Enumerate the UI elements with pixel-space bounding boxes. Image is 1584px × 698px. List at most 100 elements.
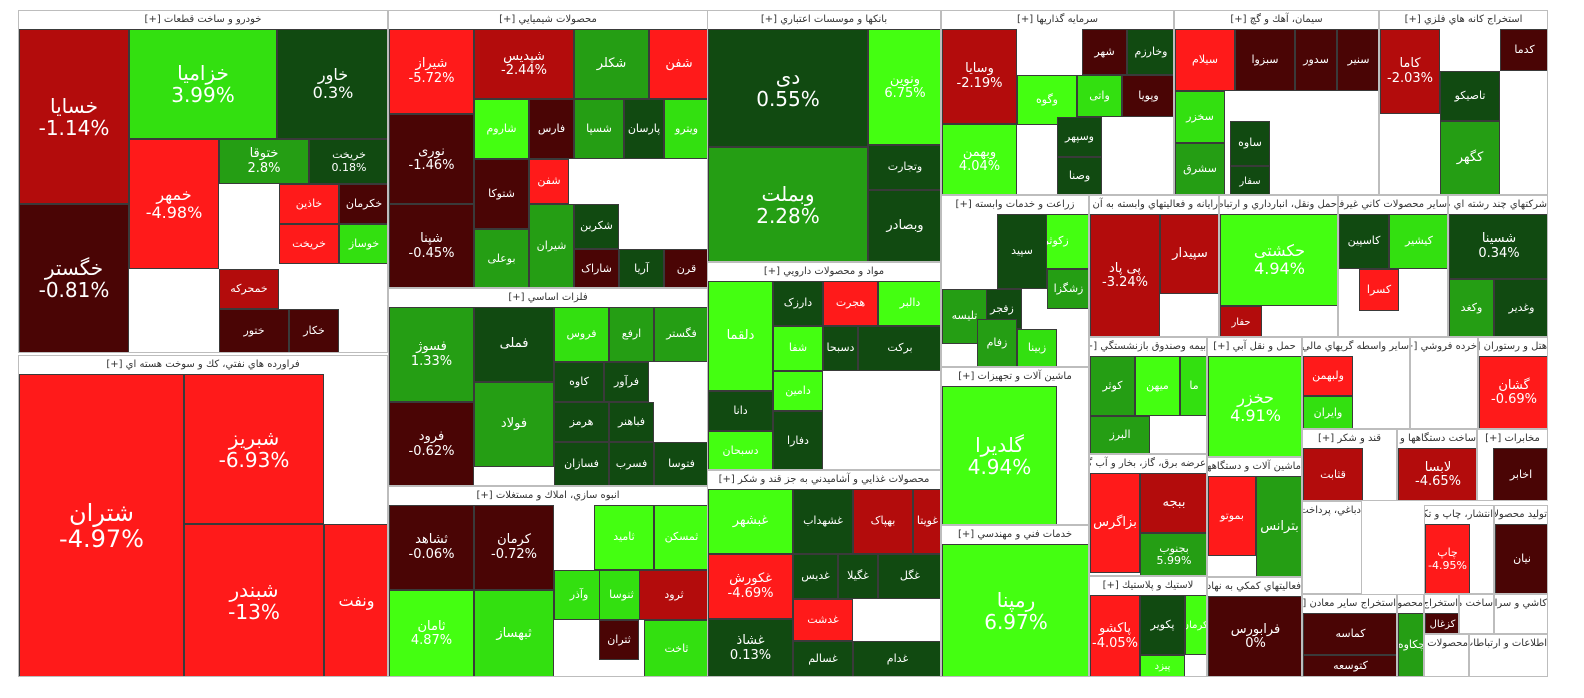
stock-tile[interactable]: خسایا -1.14%: [19, 29, 129, 204]
stock-tile[interactable]: پکویر: [1140, 595, 1185, 655]
sector-title[interactable]: كاشي و سراميك [+]: [1495, 598, 1547, 609]
sector-title[interactable]: مخابرات [+]: [1485, 433, 1540, 444]
stock-tile[interactable]: ختور: [219, 309, 289, 352]
stock-tile[interactable]: شیران: [529, 204, 574, 287]
stock-tile[interactable]: فسازان: [554, 442, 609, 485]
stock-tile[interactable]: دسبحان: [708, 431, 773, 469]
sector-title[interactable]: فلزات اساسي [+]: [508, 292, 588, 303]
sector-title[interactable]: محصولات شيميايي [+]: [499, 14, 597, 25]
stock-tile[interactable]: شهر: [1082, 29, 1127, 75]
stock-tile[interactable]: ثاخت: [644, 620, 707, 676]
stock-tile[interactable]: پی پاد -3.24%: [1090, 214, 1160, 336]
stock-tile[interactable]: فرآور: [604, 362, 649, 402]
stock-tile[interactable]: حفار: [1220, 306, 1262, 336]
stock-tile[interactable]: وبملت 2.28%: [708, 147, 868, 261]
stock-tile[interactable]: زبینا: [1017, 329, 1057, 366]
stock-tile[interactable]: فباهنر: [609, 402, 654, 442]
sector-title[interactable]: محصولات كاغذي [+]: [1398, 598, 1423, 609]
stock-tile[interactable]: تاصیکو: [1440, 71, 1500, 121]
stock-tile[interactable]: شتوکا: [474, 159, 529, 229]
stock-tile[interactable]: بهپاک: [853, 489, 913, 554]
stock-tile[interactable]: فرود -0.62%: [389, 402, 474, 485]
stock-tile[interactable]: غشهداب: [793, 489, 853, 554]
stock-tile[interactable]: غشاذ 0.13%: [708, 619, 793, 676]
sector-title[interactable]: ساخت محصولات فلزي [+]: [1460, 598, 1493, 609]
stock-tile[interactable]: حکشتی 4.94%: [1220, 214, 1337, 306]
stock-tile[interactable]: زفام: [977, 319, 1017, 366]
stock-tile[interactable]: سنیر: [1337, 29, 1378, 91]
stock-tile[interactable]: کاما -2.03%: [1380, 29, 1440, 114]
sector-title[interactable]: بانكها و موسسات اعتباري [+]: [760, 14, 888, 25]
stock-tile[interactable]: اخابر: [1493, 448, 1547, 500]
stock-tile[interactable]: خاور 0.3%: [277, 29, 387, 139]
stock-tile[interactable]: البرز: [1090, 416, 1150, 453]
stock-tile[interactable]: فسوژ 1.33%: [389, 307, 474, 402]
stock-tile[interactable]: فولاد: [474, 382, 554, 467]
stock-tile[interactable]: دلقما: [708, 281, 773, 391]
stock-tile[interactable]: فگستر: [654, 307, 707, 362]
stock-tile[interactable]: کاسپین: [1339, 214, 1389, 269]
stock-tile[interactable]: شفا: [773, 326, 823, 371]
stock-tile[interactable]: شسپا: [574, 99, 624, 159]
stock-tile[interactable]: خزامیا 3.99%: [129, 29, 277, 139]
stock-tile[interactable]: غدشت: [793, 599, 853, 641]
stock-tile[interactable]: وسپهر: [1057, 117, 1102, 157]
stock-tile[interactable]: ثتران: [599, 620, 639, 660]
stock-tile[interactable]: دانا: [708, 391, 773, 431]
stock-tile[interactable]: وایران: [1303, 396, 1353, 428]
stock-tile[interactable]: ثبهساز: [474, 590, 554, 676]
stock-tile[interactable]: میهن: [1135, 356, 1180, 416]
stock-tile[interactable]: خاذین: [279, 184, 339, 224]
sector-title[interactable]: هتل و رستوران [+]: [1479, 341, 1547, 352]
stock-tile[interactable]: وبصادر: [868, 190, 940, 261]
stock-tile[interactable]: غکورش -4.69%: [708, 554, 793, 619]
stock-tile[interactable]: سفار: [1230, 166, 1270, 194]
stock-tile[interactable]: دسبحا: [823, 326, 858, 371]
stock-tile[interactable]: کزغال: [1425, 613, 1458, 633]
stock-tile[interactable]: ونفت: [324, 524, 387, 676]
stock-tile[interactable]: دی 0.55%: [708, 29, 868, 147]
stock-tile[interactable]: حخزر 4.91%: [1208, 356, 1301, 456]
sector-title[interactable]: مواد و محصولات دارويي [+]: [763, 266, 885, 277]
stock-tile[interactable]: شپدیس -2.44%: [474, 29, 574, 99]
stock-tile[interactable]: قثابت: [1303, 448, 1363, 500]
stock-tile[interactable]: بترانس: [1256, 476, 1301, 576]
stock-tile[interactable]: خریخت: [279, 224, 339, 264]
sector-title[interactable]: محصولات چرمي [+]: [1425, 638, 1468, 649]
stock-tile[interactable]: وسایا -2.19%: [942, 29, 1017, 124]
stock-tile[interactable]: وتجارت: [868, 145, 940, 190]
stock-tile[interactable]: سپیدار: [1160, 214, 1218, 294]
stock-tile[interactable]: فروس: [554, 307, 609, 362]
stock-tile[interactable]: چاپ -4.95%: [1425, 524, 1470, 593]
stock-tile[interactable]: شفن: [529, 159, 569, 204]
stock-tile[interactable]: وخارزم: [1127, 29, 1173, 75]
stock-tile[interactable]: هجرت: [823, 281, 878, 326]
sector-title[interactable]: ساخت دستگاهها و وسايل ارتباطي [+]: [1398, 433, 1476, 444]
stock-tile[interactable]: ونوین 6.75%: [868, 29, 940, 145]
stock-tile[interactable]: شاروم: [474, 99, 529, 159]
sector-title[interactable]: رايانه و فعاليتهاي وابسته به آن [+]: [1090, 199, 1218, 210]
sector-title[interactable]: انتشار، چاپ و تكثير [+]: [1425, 509, 1493, 520]
sector-title[interactable]: عرضه برق، گاز، بخار و آب گرم [+]: [1090, 458, 1206, 469]
stock-tile[interactable]: شبریز -6.93%: [184, 374, 324, 524]
sector-title[interactable]: شركتهاي چند رشته اي صنعتي [+]: [1449, 199, 1547, 210]
stock-tile[interactable]: شپنا -0.45%: [389, 204, 474, 287]
stock-tile[interactable]: فسرب: [609, 442, 654, 485]
stock-tile[interactable]: وبهمن 4.04%: [942, 124, 1017, 194]
sector-title[interactable]: سيمان، آهك و گچ [+]: [1230, 14, 1323, 25]
sector-title[interactable]: استخراج زغال سنگ [+]: [1425, 598, 1458, 609]
stock-tile[interactable]: نوری -1.46%: [389, 114, 474, 204]
stock-tile[interactable]: کماسه: [1303, 613, 1396, 655]
sector-title[interactable]: خرده فروشي [+]: [1411, 341, 1477, 352]
stock-tile[interactable]: خریخت 0.18%: [309, 139, 387, 184]
stock-tile[interactable]: خوساز: [339, 224, 387, 264]
sector-title[interactable]: لاستيك و پلاستيك [+]: [1102, 580, 1194, 591]
stock-tile[interactable]: دامین: [773, 371, 823, 411]
stock-tile[interactable]: کدما: [1500, 29, 1547, 71]
stock-tile[interactable]: خگستر -0.81%: [19, 204, 129, 352]
stock-tile[interactable]: خمحرکه: [219, 269, 279, 309]
sector-title[interactable]: ماشين آلات و دستگاههاي برقي [+]: [1208, 461, 1301, 472]
sector-title[interactable]: بيمه وصندوق بازنشستگي [+]: [1090, 341, 1206, 352]
stock-tile[interactable]: سپید: [997, 214, 1047, 289]
stock-tile[interactable]: غسالم: [793, 641, 853, 676]
